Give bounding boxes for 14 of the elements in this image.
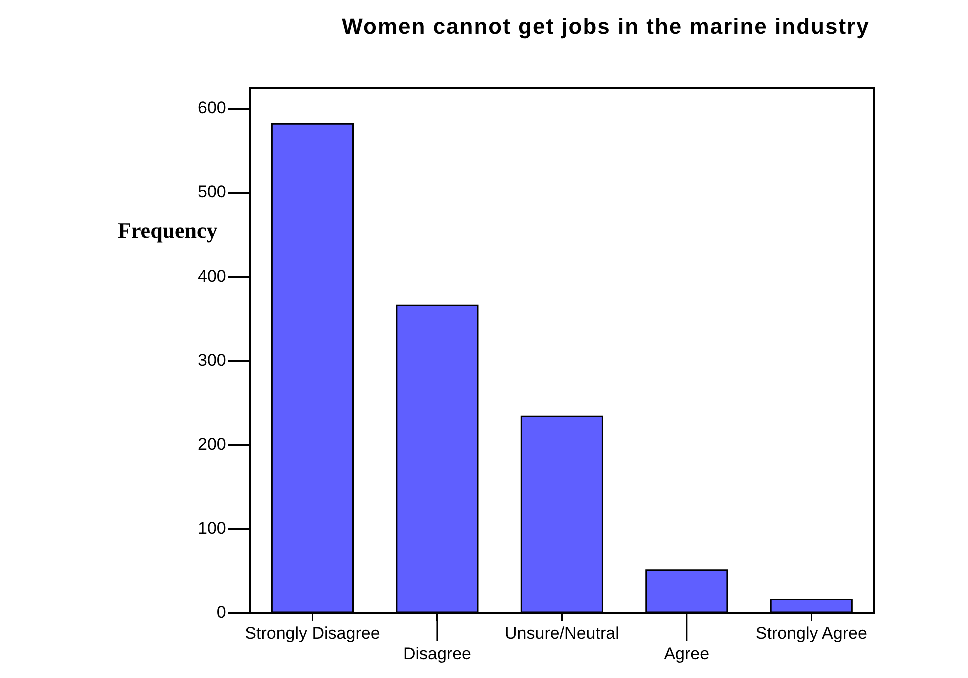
x-tick-label: Agree (664, 644, 710, 664)
y-tick-label: 200 (198, 434, 226, 454)
y-axis-title: Frequency (118, 218, 218, 244)
x-tick-label: Strongly Disagree (245, 624, 380, 644)
y-tick-label: 600 (198, 98, 226, 118)
y-tick-label: 300 (198, 350, 226, 370)
x-tick-label: Disagree (403, 644, 472, 664)
chart-title: Women cannot get jobs in the marine industry (341, 14, 871, 40)
y-tick-label: 500 (198, 182, 226, 202)
x-tick-label: Unsure/Neutral (505, 624, 620, 644)
y-tick-label: 400 (198, 266, 226, 286)
y-tick-label: 100 (198, 518, 226, 538)
x-tick-label: Strongly Agree (756, 624, 868, 644)
y-tick-label: 0 (216, 602, 226, 622)
